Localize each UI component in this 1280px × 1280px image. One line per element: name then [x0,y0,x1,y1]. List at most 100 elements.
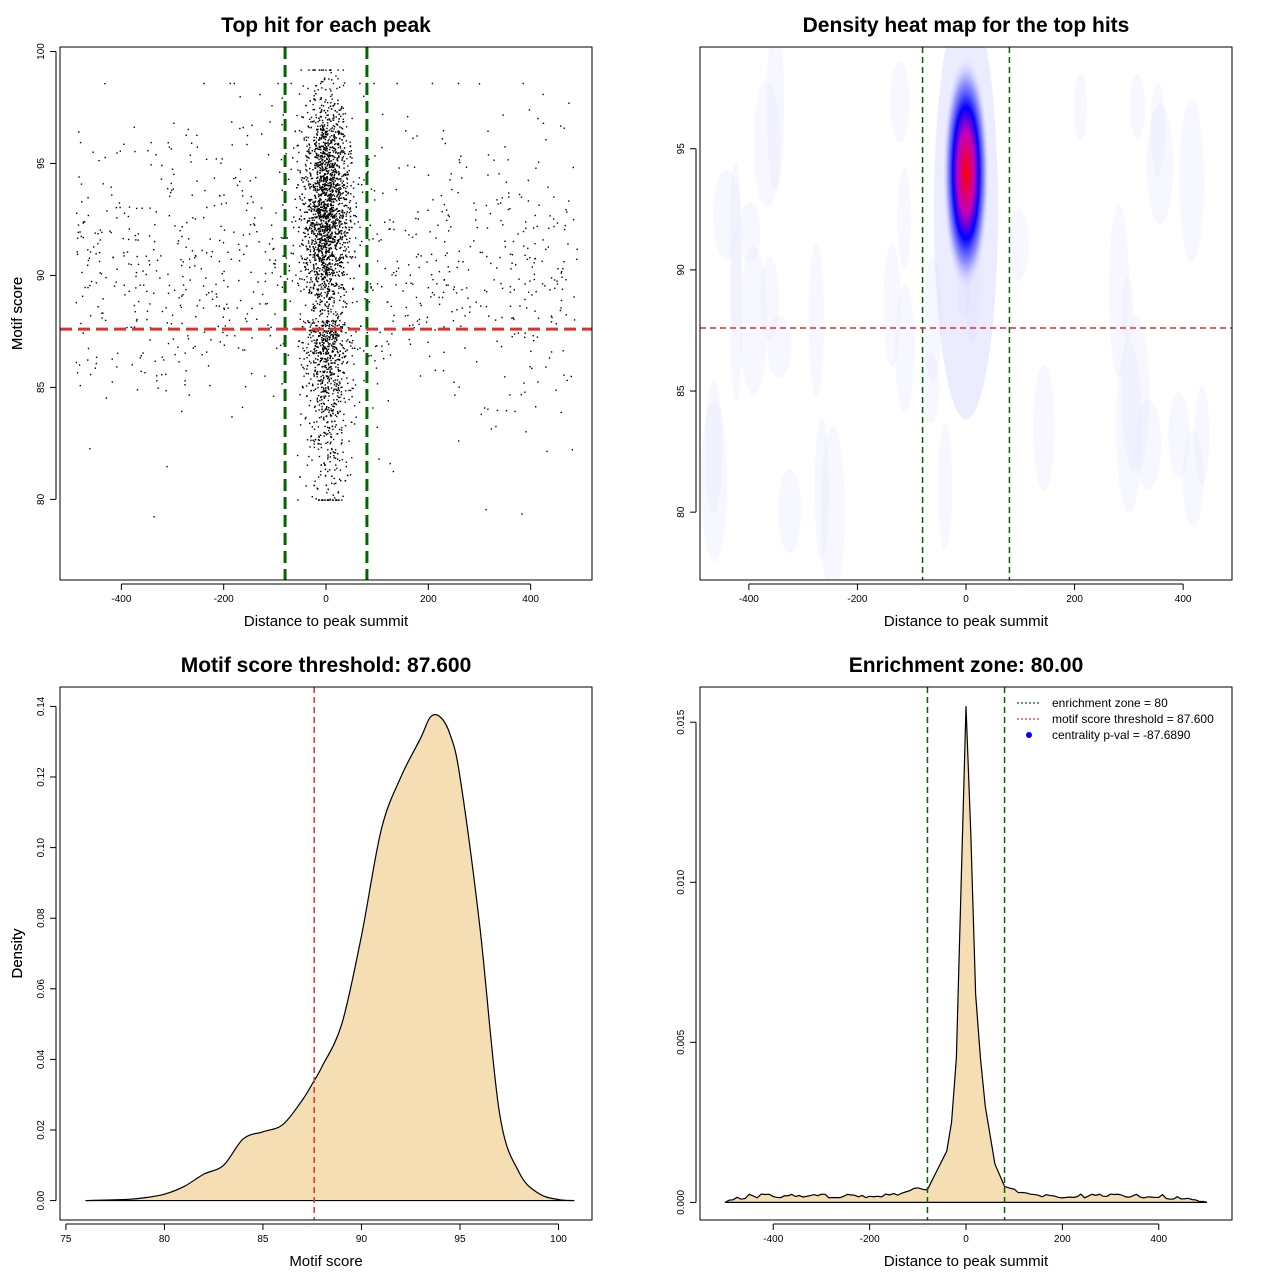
data-point [312,360,315,362]
data-point [320,402,323,405]
data-point [313,266,315,268]
data-point [319,249,321,252]
data-point [309,422,311,425]
data-point [330,90,332,92]
data-point [534,310,536,312]
data-point [550,315,553,317]
data-point [309,206,312,209]
data-point [97,305,99,308]
data-point [331,231,333,233]
data-point [332,130,334,132]
data-point [338,220,341,222]
data-point [341,326,344,328]
legend-swatch-centrality [1026,732,1032,738]
data-point [338,216,341,218]
data-point [320,151,322,154]
data-point [340,109,342,111]
data-point [310,121,312,123]
data-point [453,286,455,288]
data-point [300,413,302,415]
data-point [194,255,197,257]
data-point [312,246,315,248]
data-point [338,190,340,193]
data-point [339,184,341,186]
data-point [330,186,332,189]
data-point [487,130,489,132]
data-point [349,210,352,212]
y-tick-label: 90 [36,269,47,281]
data-point [527,291,530,293]
data-point [338,428,341,431]
data-point [320,178,323,180]
data-point [310,185,313,188]
data-point [334,198,337,200]
data-point [137,263,140,266]
data-point [322,259,324,261]
data-point [443,326,445,328]
data-point [336,242,338,245]
data-point [334,379,337,381]
data-point [316,185,318,188]
data-point [330,247,332,249]
data-point [95,362,98,365]
data-point [441,210,443,213]
data-point [560,411,562,414]
data-point [134,310,136,313]
data-point [336,159,338,161]
data-point [202,285,205,287]
data-point [326,101,329,104]
data-point [328,297,331,299]
data-point [315,147,317,150]
data-point [324,325,327,328]
data-point [433,294,435,296]
data-point [285,257,288,259]
data-point [205,294,208,296]
data-point [161,356,163,358]
data-point [327,499,329,501]
data-point [333,136,335,138]
data-point [159,277,161,279]
data-point [335,137,338,139]
data-point [313,283,316,285]
data-point [309,173,312,175]
data-point [313,446,316,449]
data-point [306,281,308,283]
data-point [473,240,475,242]
data-point [317,273,319,275]
data-point [102,298,104,300]
data-point [324,101,326,103]
plot-frame [59,46,593,581]
data-point [319,181,321,183]
data-point [222,316,224,318]
data-point [563,127,565,129]
data-point [318,260,321,262]
data-point [341,175,343,178]
y-axis-label: Motif score [9,277,26,350]
data-point [318,231,320,233]
data-point [89,373,92,376]
data-point [327,156,330,158]
data-point [392,271,395,274]
data-point [187,128,190,131]
data-point [324,353,327,355]
data-point [317,223,319,225]
data-point [333,256,336,258]
data-point [321,158,324,161]
data-point [326,257,329,260]
data-point [319,309,322,312]
data-point [196,180,198,182]
data-point [347,326,350,329]
data-point [330,374,333,376]
data-point [337,187,340,189]
data-point [317,281,319,283]
data-point [344,480,347,482]
data-point [222,331,224,334]
data-point [368,301,371,303]
data-point [343,273,345,276]
data-point [436,283,438,285]
data-point [338,499,340,501]
data-point [336,196,338,198]
data-point [181,410,183,413]
data-point [230,258,233,261]
